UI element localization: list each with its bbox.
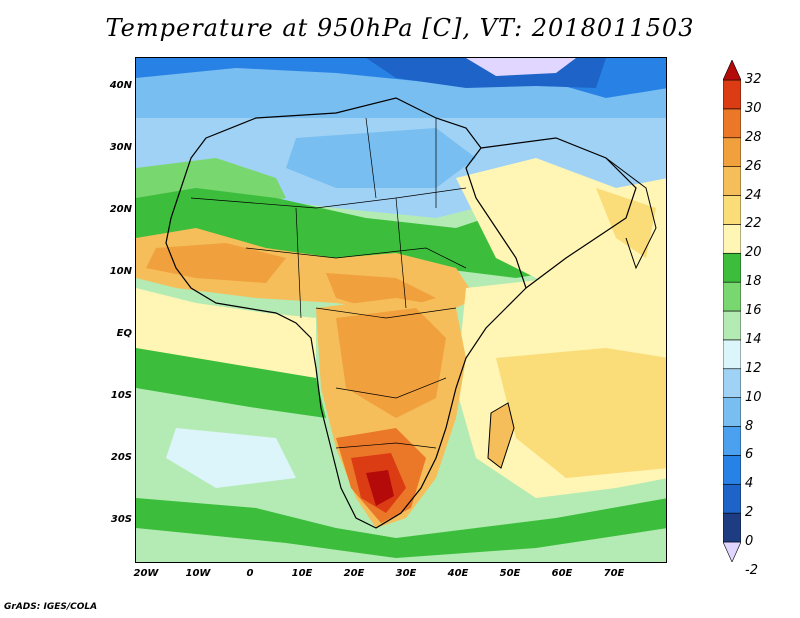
- lon-label-20w: 20W: [133, 568, 159, 579]
- lon-label-70e: 70E: [603, 568, 625, 579]
- southern-ocean-cool: [136, 528, 666, 562]
- congo-hot: [336, 308, 446, 418]
- colorbar-swatch: [723, 541, 741, 562]
- indian-ocean-warmer: [496, 348, 666, 478]
- colorbar-label: 16: [745, 303, 762, 318]
- lon-label-10e: 10E: [291, 568, 313, 579]
- border-line: [335, 442, 437, 449]
- colorbar-swatch: [723, 281, 741, 312]
- border-line: [190, 187, 467, 209]
- lon-label-20e: 20E: [343, 568, 365, 579]
- colorbar-swatch: [723, 339, 741, 370]
- lon-label-0: 0: [246, 568, 254, 579]
- map-title: Temperature at 950hPa [C], VT: 201801150…: [105, 14, 695, 42]
- colorbar-swatch: [723, 310, 741, 341]
- colorbar-label: 20: [745, 245, 762, 261]
- colorbar: [723, 60, 741, 562]
- colorbar-label: 24: [745, 187, 762, 203]
- lon-label-50e: 50E: [499, 568, 521, 579]
- arabia-coastline: [480, 137, 637, 289]
- colorbar-swatch: [723, 137, 741, 167]
- colorbar-swatch: [723, 166, 741, 196]
- colorbar-swatch: [723, 108, 741, 139]
- colorbar-swatches: [723, 60, 741, 562]
- temperature-field: [136, 58, 666, 562]
- lon-label-40e: 40E: [447, 568, 469, 579]
- lon-label-60e: 60E: [551, 568, 573, 579]
- border-line: [335, 377, 447, 399]
- colorbar-label: 26: [745, 158, 762, 174]
- southern-africa-hottest: [366, 470, 394, 506]
- colorbar-label: 28: [745, 129, 762, 145]
- colorbar-label: 22: [745, 216, 762, 232]
- colorbar-swatch: [723, 368, 741, 398]
- lon-label-10w: 10W: [185, 568, 211, 579]
- colorbar-swatch: [723, 397, 741, 427]
- lat-label-eq: EQ: [116, 328, 132, 339]
- colorbar-label: 8: [745, 418, 754, 434]
- lat-label-10n: 10N: [109, 266, 132, 277]
- border-line: [295, 117, 437, 319]
- madagascar: [487, 402, 515, 469]
- lat-label-10s: 10S: [110, 390, 132, 401]
- colorbar-swatch: [723, 60, 741, 81]
- lat-label-40n: 40N: [109, 80, 132, 91]
- colorbar-label: -2: [745, 562, 758, 578]
- colorbar-label: 2: [745, 505, 754, 521]
- sahara-cooler: [286, 128, 476, 188]
- border-line: [245, 247, 467, 269]
- colorbar-label: 18: [745, 274, 762, 290]
- colorbar-label: 6: [745, 447, 754, 463]
- lat-label-30s: 30S: [110, 514, 132, 525]
- border-line: [315, 307, 457, 319]
- temperature-map: [135, 57, 667, 563]
- credit-label: GrADS: IGES/COLA: [4, 602, 98, 612]
- colorbar-label: 12: [745, 360, 762, 376]
- lon-label-30e: 30E: [395, 568, 417, 579]
- lat-label-20s: 20S: [110, 452, 132, 463]
- colorbar-swatch: [723, 512, 741, 543]
- colorbar-swatch: [723, 195, 741, 225]
- colorbar-label: 10: [745, 389, 762, 405]
- lat-label-30n: 30N: [109, 142, 132, 153]
- colorbar-label: 30: [745, 100, 762, 116]
- india-warm: [596, 188, 656, 258]
- india-coastline: [605, 157, 657, 270]
- colorbar-label: 0: [745, 534, 754, 549]
- sub-zero-north: [466, 58, 576, 76]
- colorbar-label: 32: [745, 72, 762, 87]
- west-africa-hot: [146, 243, 286, 283]
- colorbar-swatch: [723, 79, 741, 110]
- colorbar-label: 14: [745, 331, 762, 347]
- colorbar-swatch: [723, 426, 741, 456]
- colorbar-swatch: [723, 252, 741, 283]
- colorbar-swatch: [723, 455, 741, 485]
- south-atlantic-cooler: [166, 428, 296, 488]
- colorbar-swatch: [723, 483, 741, 514]
- africa-coastline: [165, 97, 527, 529]
- lat-label-20n: 20N: [109, 204, 132, 215]
- colorbar-swatch: [723, 224, 741, 254]
- colorbar-label: 4: [745, 476, 754, 492]
- south-atlantic-green: [136, 348, 326, 418]
